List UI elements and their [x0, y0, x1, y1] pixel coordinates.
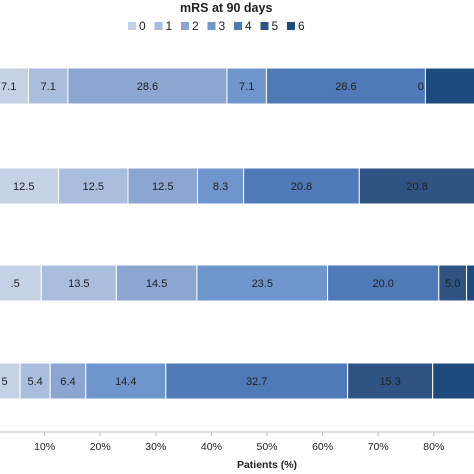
x-axis-label: Patients (%) [237, 459, 297, 471]
bar-segment-row1-mrs2 [67, 67, 228, 105]
x-tick-label-40: 40% [201, 441, 222, 453]
x-axis: 10% 20% 30% 40% 50% 60% 70% 80% [0, 431, 474, 453]
bar-segment-row3-mrs6 [466, 264, 474, 302]
data-label-row1-mrs2: 28.6 [137, 81, 158, 93]
bar-segment-row4-mrs1 [19, 362, 51, 400]
data-label-row4-mrs1: 5.4 [27, 376, 42, 388]
data-label-row4-mrs4: 32.7 [246, 376, 267, 388]
legend-label-1: 1 [166, 19, 173, 33]
data-label-row2-mrs4: 20.8 [291, 181, 312, 193]
legend-swatch-1 [154, 22, 163, 30]
legend-label-6: 6 [298, 19, 305, 33]
data-label-row3-mrs1: 13.5 [68, 278, 89, 290]
data-label-row1-mrs0: 7.1 [1, 81, 16, 93]
data-label-row3-mrs0: .5 [11, 278, 20, 290]
x-tick-label-70: 70% [368, 441, 389, 453]
data-label-row3-mrs4: 20.0 [372, 278, 393, 290]
bar-segment-row3-mrs5 [438, 264, 468, 302]
bar-segment-row1-mrs4 [265, 67, 426, 105]
bar-segment-row2-mrs3 [197, 167, 245, 205]
data-label-row1-mrs4: 28.6 [335, 81, 356, 93]
legend-label-5: 5 [272, 19, 279, 33]
x-tick-label-50: 50% [256, 441, 277, 453]
bar-segment-row4-mrs4 [165, 362, 349, 400]
x-tick-label-30: 30% [145, 441, 166, 453]
chart-title: mRS at 90 days [180, 1, 272, 15]
legend: 0 1 2 3 4 5 6 [128, 19, 305, 33]
data-label-row4-mrs2: 6.4 [60, 376, 75, 388]
data-label-row3-mrs5: 5.0 [445, 278, 460, 290]
data-label-row2-mrs1: 12.5 [83, 181, 104, 193]
bar-segment-row1-mrs3 [226, 67, 267, 105]
data-label-row3-mrs3: 23.5 [252, 278, 273, 290]
x-tick-label-10: 10% [34, 441, 55, 453]
data-label-row1-mrs1: 7.1 [41, 81, 56, 93]
legend-swatch-0 [128, 22, 136, 30]
bar-segment-row3-mrs3 [196, 264, 329, 302]
x-tick-label-60: 60% [312, 441, 333, 453]
legend-swatch-6 [287, 22, 295, 30]
legend-swatch-3 [207, 22, 216, 30]
bar-segment-row3-mrs1 [40, 264, 117, 302]
bar-segment-row4-mrs6 [432, 362, 474, 400]
legend-label-3: 3 [219, 19, 226, 33]
bar-segment-row3-mrs0 [0, 264, 42, 302]
data-label-row1-mrs3: 7.1 [239, 81, 254, 93]
legend-swatch-2 [181, 22, 189, 30]
data-label-row2-mrs0: 12.5 [13, 181, 34, 193]
x-tick-label-20: 20% [90, 441, 111, 453]
bar-segment-row2-mrs5 [358, 167, 474, 205]
data-label-row3-mrs2: 14.5 [146, 278, 167, 290]
bar-segment-row4-mrs2 [49, 362, 87, 400]
data-label-row4-mrs0: 5 [2, 376, 8, 388]
x-tick-label-80: 80% [423, 441, 444, 453]
data-label-row2-mrs3: 8.3 [213, 181, 228, 193]
bars: 7.17.128.67.128.60.012.512.512.58.320.82… [0, 67, 474, 400]
legend-swatch-4 [234, 22, 242, 30]
legend-label-2: 2 [192, 19, 199, 33]
data-label-row2-mrs5: 20.8 [406, 181, 427, 193]
bar-segment-row1-mrs6 [424, 67, 474, 105]
data-label-row4-mrs5: 15.3 [379, 376, 400, 388]
legend-label-4: 4 [245, 19, 252, 33]
bar-segment-row1-mrs1 [27, 67, 69, 105]
data-label-row4-mrs3: 14.4 [115, 376, 136, 388]
legend-label-0: 0 [139, 19, 146, 33]
bar-segment-row4-mrs3 [85, 362, 167, 400]
bar-segment-row2-mrs4 [243, 167, 360, 205]
legend-swatch-5 [260, 22, 269, 30]
data-label-row2-mrs2: 12.5 [152, 181, 173, 193]
